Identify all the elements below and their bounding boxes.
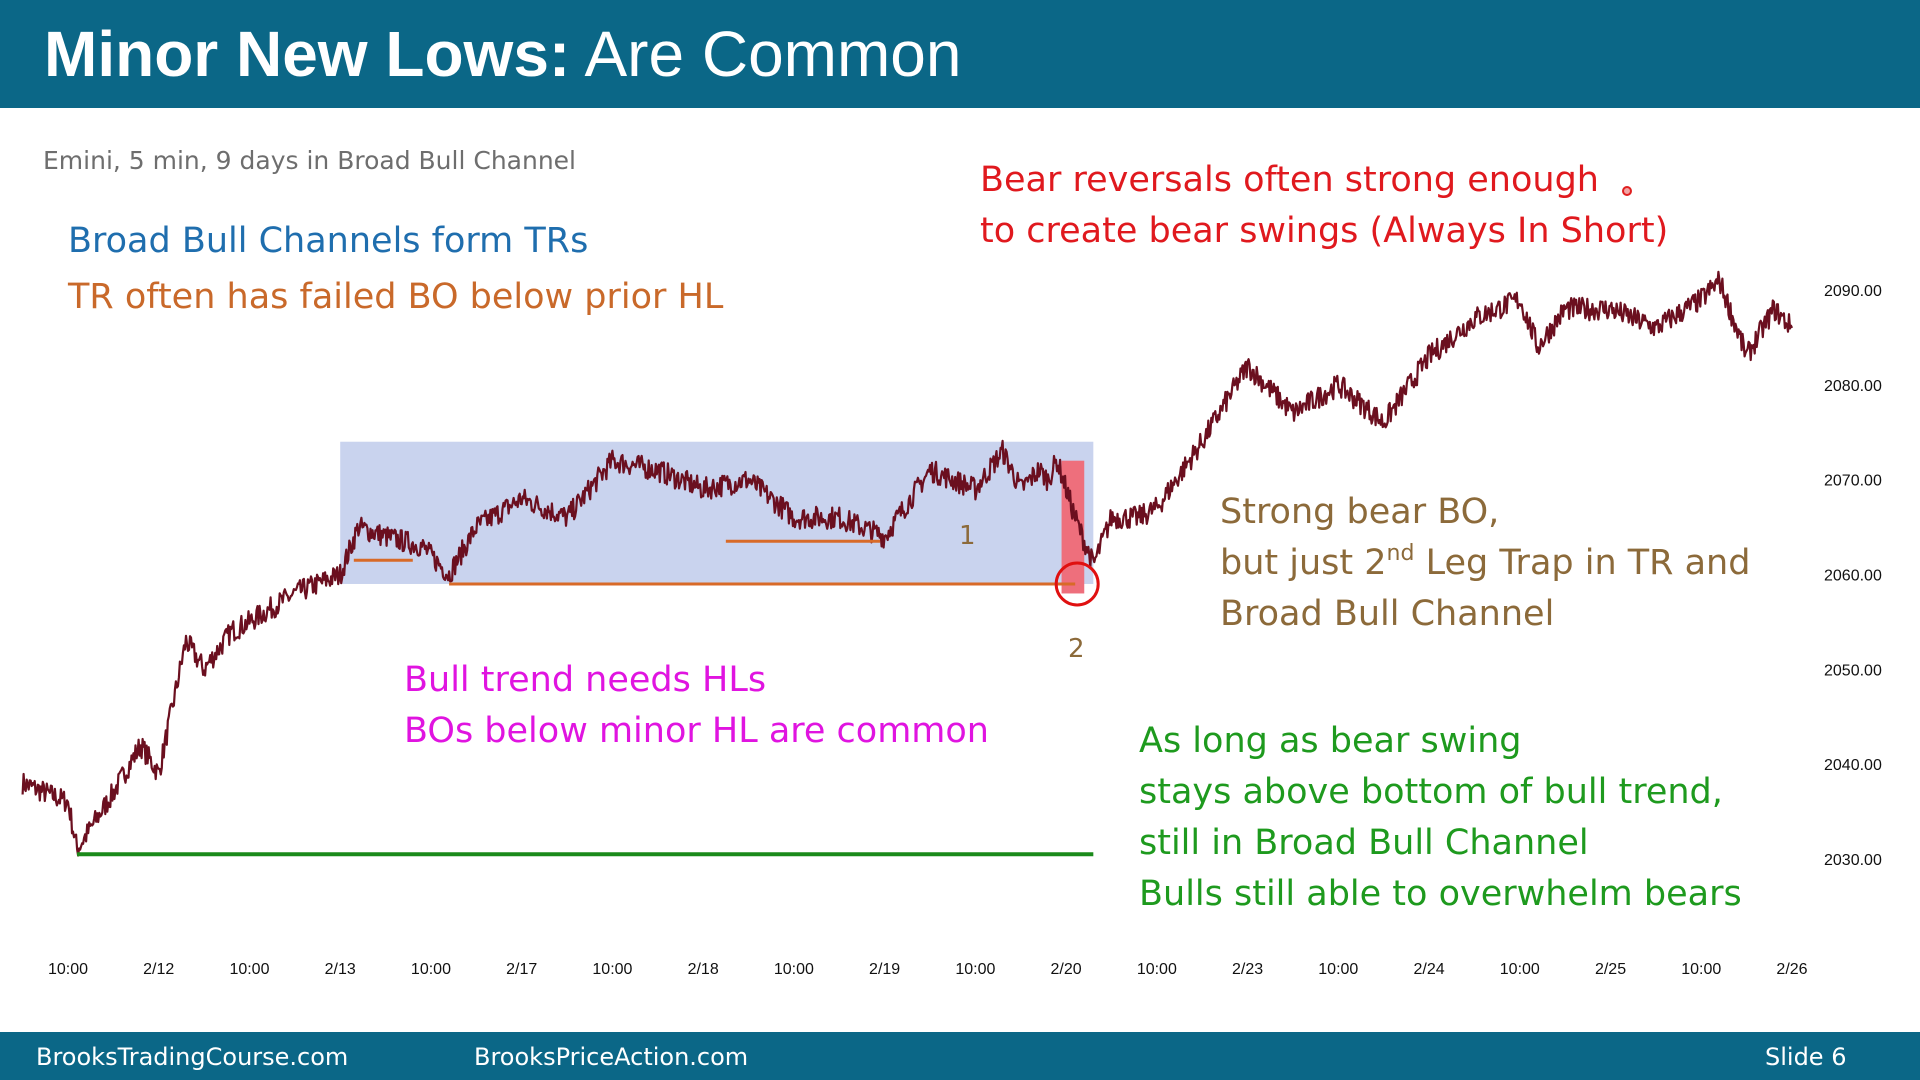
pointer-dot bbox=[1622, 186, 1632, 196]
annotation-bear-swing: As long as bear swing stays above bottom… bbox=[1139, 716, 1742, 920]
x-tick-label: 10:00 bbox=[411, 961, 451, 978]
annotation-red-line1: Bear reversals often strong enough bbox=[980, 160, 1599, 200]
y-tick-label: 2090.00 bbox=[1824, 283, 1882, 300]
x-tick-label: 2/12 bbox=[143, 961, 174, 978]
x-tick-label: 10:00 bbox=[1681, 961, 1721, 978]
x-tick-label: 10:00 bbox=[48, 961, 88, 978]
annotation-green-line4: Bulls still able to overwhelm bears bbox=[1139, 874, 1742, 914]
annotation-broad-bull: Broad Bull Channels form TRs TR often ha… bbox=[68, 216, 723, 323]
annotation-orange-line: TR often has failed BO below prior HL bbox=[68, 277, 724, 317]
annotation-brown-line2-sup: nd bbox=[1386, 541, 1415, 566]
annotation-red-line2: to create bear swings (Always In Short) bbox=[980, 211, 1669, 251]
x-tick-label: 2/19 bbox=[869, 961, 900, 978]
footer-left-link[interactable]: BrooksTradingCourse.com bbox=[36, 1043, 349, 1071]
x-tick-label: 2/25 bbox=[1595, 961, 1626, 978]
x-tick-label: 10:00 bbox=[1318, 961, 1358, 978]
annotation-green-line2: stays above bottom of bull trend, bbox=[1139, 772, 1723, 812]
annotation-magenta-line1: Bull trend needs HLs bbox=[404, 660, 767, 700]
chart-subtitle: Emini, 5 min, 9 days in Broad Bull Chann… bbox=[43, 146, 576, 175]
slide-title-rest: Are Common bbox=[570, 18, 962, 90]
marker-2: 2 bbox=[1068, 634, 1085, 664]
x-tick-label: 2/23 bbox=[1232, 961, 1263, 978]
x-tick-label: 2/17 bbox=[506, 961, 537, 978]
annotation-strong-bear-bo: Strong bear BO, but just 2nd Leg Trap in… bbox=[1220, 487, 1750, 640]
y-tick-label: 2040.00 bbox=[1824, 757, 1882, 774]
title-bar: Minor New Lows: Are Common bbox=[0, 0, 1920, 108]
y-tick-label: 2060.00 bbox=[1824, 568, 1882, 585]
x-tick-label: 2/13 bbox=[325, 961, 356, 978]
footer-bar: BrooksTradingCourse.com BrooksPriceActio… bbox=[0, 1032, 1920, 1080]
x-tick-label: 2/20 bbox=[1051, 961, 1082, 978]
annotation-magenta-line2: BOs below minor HL are common bbox=[404, 711, 989, 751]
slide-number: Slide 6 bbox=[1765, 1043, 1847, 1071]
annotation-bear-reversals: Bear reversals often strong enough to cr… bbox=[980, 155, 1668, 257]
circled-low-marker bbox=[1054, 561, 1100, 607]
marker-1: 1 bbox=[959, 521, 976, 551]
annotation-bull-trend-hls: Bull trend needs HLs BOs below minor HL … bbox=[404, 655, 989, 757]
annotation-brown-line1: Strong bear BO, bbox=[1220, 492, 1500, 532]
x-tick-label: 2/26 bbox=[1776, 961, 1807, 978]
price-series-line bbox=[21, 270, 1794, 857]
annotation-brown-line3: Broad Bull Channel bbox=[1220, 594, 1555, 634]
x-tick-label: 2/24 bbox=[1413, 961, 1444, 978]
annotation-brown-line2-a: but just 2 bbox=[1220, 543, 1387, 583]
slide-title-bold: Minor New Lows: bbox=[44, 18, 571, 90]
x-tick-label: 10:00 bbox=[1137, 961, 1177, 978]
x-tick-label: 10:00 bbox=[774, 961, 814, 978]
y-tick-label: 2050.00 bbox=[1824, 662, 1882, 679]
x-tick-label: 2/18 bbox=[688, 961, 719, 978]
x-tick-label: 10:00 bbox=[1500, 961, 1540, 978]
slide-title: Minor New Lows: Are Common bbox=[44, 14, 961, 94]
price-chart: 2090.00 2080.00 2070.00 2060.00 2050.00 2040.… bbox=[21, 270, 1882, 978]
y-tick-label: 2030.00 bbox=[1824, 852, 1882, 869]
trading-range-box bbox=[340, 441, 1094, 584]
annotation-green-line3: still in Broad Bull Channel bbox=[1139, 823, 1589, 863]
footer-middle-link[interactable]: BrooksPriceAction.com bbox=[474, 1043, 749, 1071]
annotation-green-line1: As long as bear swing bbox=[1139, 721, 1522, 761]
y-tick-label: 2070.00 bbox=[1824, 473, 1882, 490]
x-tick-label: 10:00 bbox=[955, 961, 995, 978]
y-tick-label: 2080.00 bbox=[1824, 378, 1882, 395]
x-tick-label: 10:00 bbox=[592, 961, 632, 978]
annotation-brown-line2: but just 2nd Leg Trap in TR and bbox=[1220, 538, 1750, 589]
x-tick-label: 10:00 bbox=[229, 961, 269, 978]
annotation-blue-line: Broad Bull Channels form TRs bbox=[68, 221, 589, 261]
annotation-brown-line2-b: Leg Trap in TR and bbox=[1414, 543, 1751, 583]
